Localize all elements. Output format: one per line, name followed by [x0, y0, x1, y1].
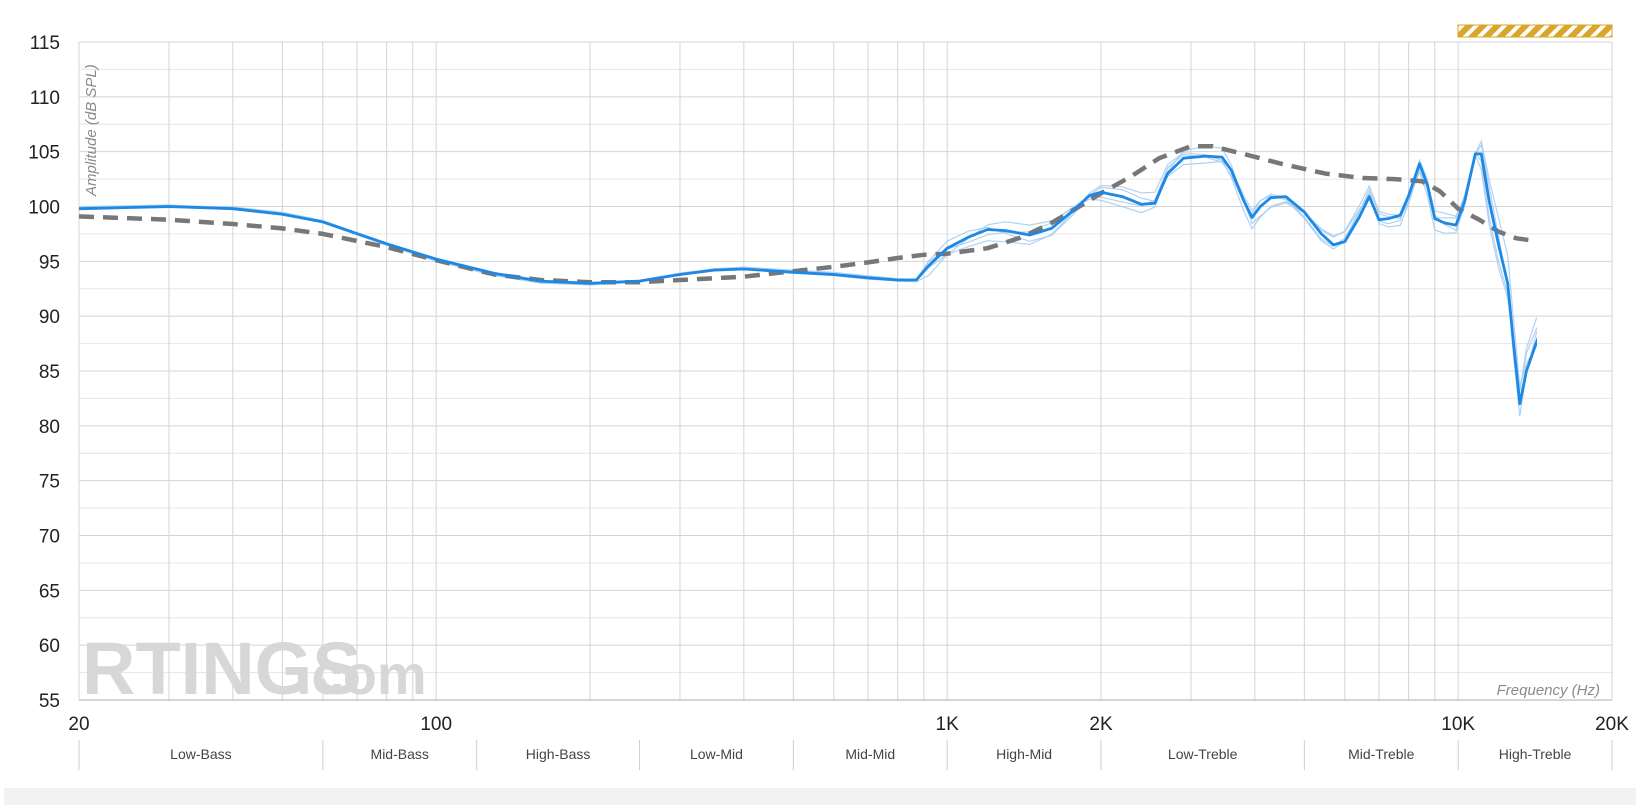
footer-bar: [4, 788, 1636, 805]
y-tick-label: 55: [39, 691, 60, 712]
y-tick-label: 95: [39, 252, 60, 273]
x-tick-label: 1K: [936, 714, 960, 735]
y-tick-label: 100: [28, 198, 60, 219]
measurement-trace: [78, 150, 1537, 392]
y-tick-label: 60: [39, 636, 60, 657]
measurement-trace: [78, 145, 1537, 391]
rtings-watermark: RTINGS .com: [82, 627, 427, 710]
y-tick-label: 65: [39, 581, 60, 602]
x-axis-ticks: 20 100 1K 2K 10K 20K: [68, 714, 1629, 735]
warning-badge: [1457, 24, 1613, 38]
y-tick-label: 90: [39, 307, 60, 328]
x-tick-label: 10K: [1441, 714, 1475, 735]
watermark-brand: RTINGS: [82, 627, 362, 710]
y-tick-label: 110: [30, 88, 60, 109]
y-axis-ticks: 115 110 105 100 95 90 85 80 75 70 65 60 55: [28, 33, 60, 712]
y-tick-label: 80: [39, 417, 60, 438]
measurement-trace: [78, 143, 1537, 417]
y-tick-label: 70: [39, 527, 60, 548]
band-label: High-Bass: [526, 746, 591, 762]
x-tick-label: 2K: [1089, 714, 1113, 735]
band-label: High-Mid: [996, 746, 1052, 762]
band-label: Low-Bass: [170, 746, 231, 762]
band-label: High-Treble: [1499, 746, 1572, 762]
band-label: Mid-Treble: [1348, 746, 1415, 762]
band-label: Low-Mid: [690, 746, 743, 762]
x-axis-title: Frequency (Hz): [1497, 682, 1600, 699]
y-tick-label: 85: [39, 362, 60, 383]
series: [78, 139, 1537, 417]
x-tick-label: 100: [420, 714, 452, 735]
watermark-suffix: .com: [296, 643, 427, 706]
band-label: Mid-Mid: [845, 746, 895, 762]
frequency-bands: Low-Bass Mid-Bass High-Bass Low-Mid Mid-Mid H…: [78, 740, 1613, 770]
y-axis-title: Amplitude (dB SPL): [83, 64, 100, 197]
y-tick-label: 105: [28, 143, 60, 164]
grid: [78, 41, 1613, 701]
y-tick-label: 115: [30, 33, 60, 54]
band-label: Mid-Bass: [371, 746, 429, 762]
x-tick-label: 20K: [1595, 714, 1629, 735]
target-curve: [78, 143, 1537, 285]
band-label: Low-Treble: [1168, 746, 1238, 762]
y-tick-label: 75: [39, 472, 60, 493]
measured-curve: [78, 152, 1537, 406]
x-tick-label: 20: [68, 714, 89, 735]
